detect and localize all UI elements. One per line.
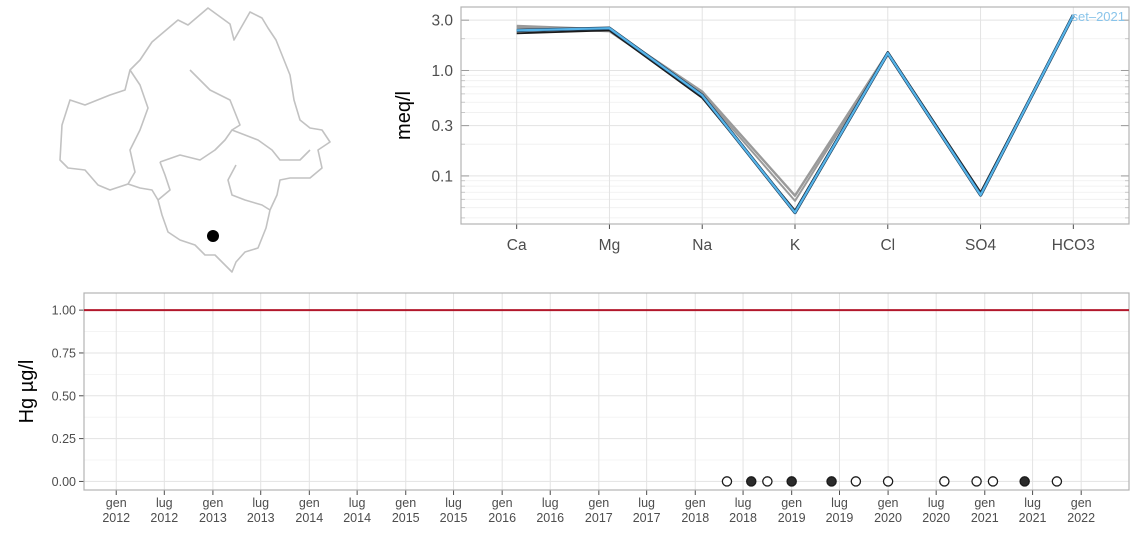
y-tick-label: 0.75 (52, 346, 76, 360)
x-tick-month: gen (395, 496, 416, 510)
map-internal-border (227, 164, 271, 211)
x-tick-year: 2019 (778, 511, 806, 525)
x-tick-year: 2019 (826, 511, 854, 525)
x-tick-month: lug (831, 496, 848, 510)
x-tick-year: 2016 (536, 511, 564, 525)
x-tick-year: 2018 (681, 511, 709, 525)
y-tick-label: 3.0 (431, 13, 453, 30)
map-internal-border (127, 69, 149, 185)
x-tick-month: gen (1071, 496, 1092, 510)
series-line (516, 14, 1075, 214)
x-tick-month: gen (202, 496, 223, 510)
x-tick-year: 2020 (874, 511, 902, 525)
station-marker (207, 230, 219, 242)
y-tick-label: 0.1 (431, 168, 453, 185)
x-tick-year: 2017 (585, 511, 613, 525)
x-tick-month: lug (349, 496, 366, 510)
data-point-filled (1019, 476, 1030, 487)
x-tick-month: gen (781, 496, 802, 510)
y-tick-label: 1.0 (431, 63, 453, 80)
y-tick-label: 1.00 (52, 304, 76, 318)
data-point-open (721, 476, 733, 487)
x-tick-month: lug (542, 496, 559, 510)
category-label: K (790, 237, 801, 254)
data-point-filled (786, 476, 797, 487)
mercury-timeseries-chart: 0.000.250.500.751.00gen2012lug2012gen201… (16, 292, 1130, 525)
panel-border (460, 6, 1130, 225)
category-label: SO4 (965, 237, 996, 254)
x-tick-month: gen (106, 496, 127, 510)
map-internal-border (157, 161, 171, 201)
category-label: Cl (880, 237, 895, 254)
x-tick-month: lug (156, 496, 173, 510)
category-label: Ca (507, 237, 527, 254)
data-point-filled (746, 476, 757, 487)
x-tick-year: 2013 (247, 511, 275, 525)
data-point-open (987, 476, 999, 487)
x-tick-year: 2012 (150, 511, 178, 525)
x-tick-year: 2014 (295, 511, 323, 525)
data-point-open (762, 476, 773, 487)
x-tick-year: 2015 (392, 511, 420, 525)
x-tick-year: 2018 (729, 511, 757, 525)
x-tick-month: lug (445, 496, 462, 510)
x-tick-month: lug (928, 496, 945, 510)
ionic-profile-chart: 0.1 0.3 1.0 3.0 Ca Mg Na K Cl SO4 HCO3 set–2021 meq/… (393, 6, 1130, 254)
data-point-open (882, 476, 894, 487)
data-point-open (850, 476, 862, 487)
y-axis-title: Hg µg/l (16, 360, 38, 424)
x-tick-month: gen (974, 496, 995, 510)
x-tick-year: 2017 (633, 511, 661, 525)
x-tick-month: gen (878, 496, 899, 510)
x-tick-month: lug (735, 496, 752, 510)
y-axis-title: meq/l (393, 91, 415, 140)
x-tick-month: gen (588, 496, 609, 510)
x-tick-month: lug (638, 496, 655, 510)
x-tick-year: 2020 (922, 511, 950, 525)
x-tick-year: 2021 (971, 511, 999, 525)
x-tick-year: 2014 (343, 511, 371, 525)
x-tick-month: lug (252, 496, 269, 510)
x-tick-year: 2015 (440, 511, 468, 525)
x-tick-month: gen (492, 496, 513, 510)
x-tick-month: gen (299, 496, 320, 510)
data-point-filled (826, 476, 837, 487)
sample-date-annotation: set–2021 (1072, 9, 1126, 24)
category-label: Na (692, 237, 712, 254)
x-tick-month: gen (685, 496, 706, 510)
x-tick-year: 2012 (102, 511, 130, 525)
data-point-open (1051, 476, 1063, 487)
y-tick-label: 0.00 (52, 475, 76, 489)
data-point-open (971, 476, 982, 487)
category-label: HCO3 (1052, 237, 1095, 254)
panel-border (83, 292, 1130, 491)
category-label: Mg (599, 237, 621, 254)
y-tick-label: 0.50 (52, 389, 76, 403)
data-point-open (939, 476, 950, 487)
y-tick-label: 0.25 (52, 432, 76, 446)
map-district-outline (59, 7, 331, 273)
x-tick-year: 2016 (488, 511, 516, 525)
x-tick-month: lug (1024, 496, 1041, 510)
location-map (59, 7, 331, 273)
x-tick-year: 2021 (1019, 511, 1047, 525)
map-internal-border (189, 69, 241, 131)
x-tick-year: 2022 (1067, 511, 1095, 525)
y-tick-label: 0.3 (431, 118, 453, 135)
x-tick-year: 2013 (199, 511, 227, 525)
map-internal-border (159, 129, 311, 163)
